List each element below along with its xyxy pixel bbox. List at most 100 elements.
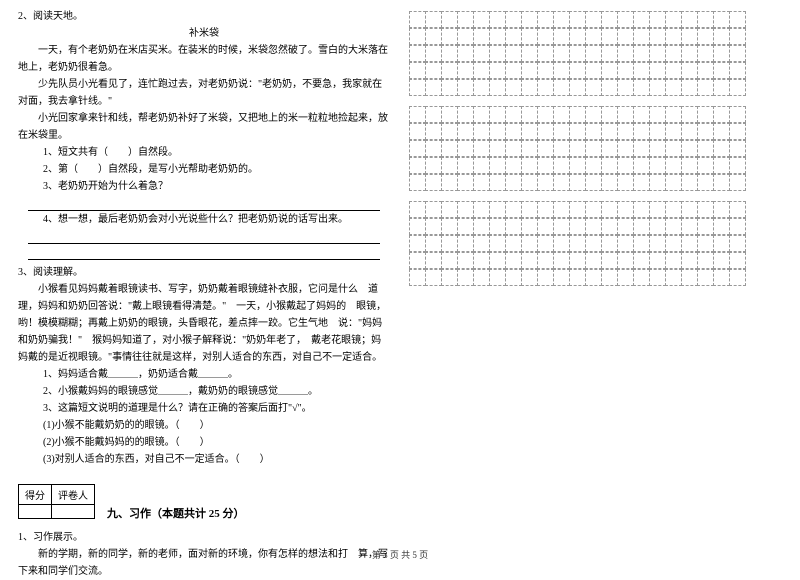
grid-cell bbox=[457, 11, 474, 28]
grid-cell bbox=[505, 62, 522, 79]
grid-cell bbox=[537, 269, 554, 286]
grid-row bbox=[410, 124, 782, 141]
grid-cell bbox=[697, 269, 714, 286]
grid-cell bbox=[409, 106, 426, 123]
grid-cell bbox=[473, 106, 490, 123]
grid-cell bbox=[473, 123, 490, 140]
grid-cell bbox=[569, 252, 586, 269]
grid-row bbox=[410, 175, 782, 192]
grid-cell bbox=[697, 252, 714, 269]
q3-s3: 3、这篇短文说明的道理是什么？请在正确的答案后面打"√"。 bbox=[18, 400, 390, 417]
grid-cell bbox=[649, 174, 666, 191]
grid-cell bbox=[665, 106, 682, 123]
grid-cell bbox=[521, 106, 538, 123]
grid-cell bbox=[505, 235, 522, 252]
grid-cell bbox=[713, 45, 730, 62]
grid-cell bbox=[617, 11, 634, 28]
grid-cell bbox=[553, 62, 570, 79]
grid-row bbox=[410, 236, 782, 253]
grid-cell bbox=[585, 235, 602, 252]
grid-cell bbox=[425, 174, 442, 191]
grid-cell bbox=[617, 45, 634, 62]
score-table: 得分 评卷人 bbox=[18, 484, 95, 519]
grid-cell bbox=[537, 174, 554, 191]
grid-cell bbox=[553, 11, 570, 28]
grid-cell bbox=[505, 45, 522, 62]
grid-cell bbox=[713, 174, 730, 191]
grid-cell bbox=[665, 28, 682, 45]
score-label: 得分 bbox=[19, 485, 52, 505]
grid-cell bbox=[665, 62, 682, 79]
grid-cell bbox=[649, 11, 666, 28]
grid-cell bbox=[425, 28, 442, 45]
grid-cell bbox=[649, 123, 666, 140]
grid-cell bbox=[505, 28, 522, 45]
q3-opt1: (1)小猴不能戴奶奶的的眼镜。（ ） bbox=[18, 417, 390, 434]
grid-cell bbox=[441, 62, 458, 79]
grid-cell bbox=[553, 174, 570, 191]
grid-cell bbox=[633, 62, 650, 79]
grid-cell bbox=[537, 11, 554, 28]
grid-cell bbox=[441, 28, 458, 45]
grid-cell bbox=[537, 45, 554, 62]
grid-cell bbox=[409, 157, 426, 174]
grid-row bbox=[410, 46, 782, 63]
grid-cell bbox=[681, 201, 698, 218]
grid-cell bbox=[601, 62, 618, 79]
grid-cell bbox=[649, 235, 666, 252]
grid-cell bbox=[633, 218, 650, 235]
grid-cell bbox=[697, 123, 714, 140]
grid-cell bbox=[649, 62, 666, 79]
grid-cell bbox=[425, 157, 442, 174]
grid-cell bbox=[633, 123, 650, 140]
q2-para2: 少先队员小光看见了，连忙跑过去，对老奶奶说："老奶奶，不要急，我家就在对面，我去… bbox=[18, 76, 390, 110]
grid-cell bbox=[585, 218, 602, 235]
grid-cell bbox=[601, 106, 618, 123]
grid-cell bbox=[729, 140, 746, 157]
grid-cell bbox=[713, 11, 730, 28]
grid-cell bbox=[553, 28, 570, 45]
grid-cell bbox=[681, 157, 698, 174]
grid-cell bbox=[601, 174, 618, 191]
grid-cell bbox=[665, 269, 682, 286]
grid-cell bbox=[489, 79, 506, 96]
grid-cell bbox=[697, 140, 714, 157]
grid-cell bbox=[585, 79, 602, 96]
grid-cell bbox=[633, 140, 650, 157]
grid-cell bbox=[665, 11, 682, 28]
grid-cell bbox=[601, 140, 618, 157]
grid-cell bbox=[521, 62, 538, 79]
grid-cell bbox=[489, 45, 506, 62]
grid-cell bbox=[489, 235, 506, 252]
grid-cell bbox=[473, 45, 490, 62]
grid-cell bbox=[729, 11, 746, 28]
grid-cell bbox=[425, 45, 442, 62]
grid-cell bbox=[697, 218, 714, 235]
grid-cell bbox=[553, 157, 570, 174]
section-9-row: 得分 评卷人 九、习作（本题共计 25 分） bbox=[18, 468, 390, 525]
grid-cell bbox=[441, 157, 458, 174]
grid-cell bbox=[569, 123, 586, 140]
grid-cell bbox=[537, 28, 554, 45]
grid-cell bbox=[681, 140, 698, 157]
grid-cell bbox=[441, 45, 458, 62]
grid-cell bbox=[729, 201, 746, 218]
grid-cell bbox=[665, 157, 682, 174]
grid-cell bbox=[457, 28, 474, 45]
q3-heading: 3、阅读理解。 bbox=[18, 264, 390, 281]
grid-cell bbox=[681, 45, 698, 62]
grid-cell bbox=[505, 252, 522, 269]
grid-cell bbox=[441, 174, 458, 191]
grid-cell bbox=[425, 235, 442, 252]
grid-cell bbox=[601, 252, 618, 269]
grid-cell bbox=[601, 218, 618, 235]
grid-cell bbox=[473, 252, 490, 269]
grid-cell bbox=[585, 123, 602, 140]
grid-cell bbox=[457, 201, 474, 218]
q3-s2: 2、小猴戴妈妈的眼镜感觉＿＿＿，戴奶奶的眼镜感觉＿＿＿。 bbox=[18, 383, 390, 400]
grid-cell bbox=[601, 28, 618, 45]
grid-cell bbox=[521, 157, 538, 174]
grid-cell bbox=[425, 79, 442, 96]
q3-opt3: (3)对别人适合的东西，对自己不一定适合。（ ） bbox=[18, 451, 390, 468]
grid-cell bbox=[681, 62, 698, 79]
